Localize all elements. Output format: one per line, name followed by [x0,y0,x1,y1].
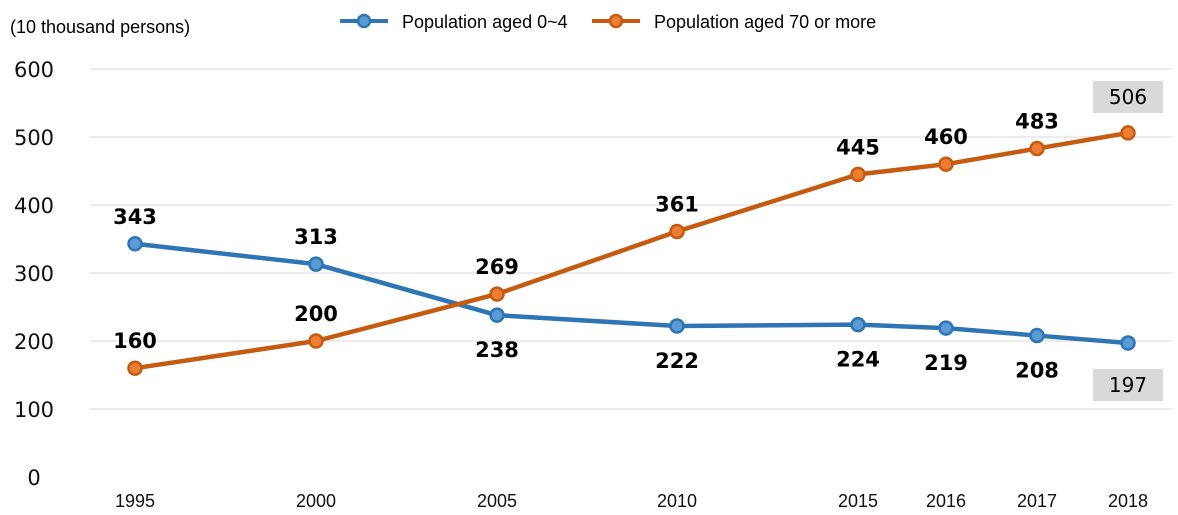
data-point [308,256,324,272]
data-label-highlighted: 197 [1109,373,1147,397]
legend-marker-aged-70-plus [608,13,624,29]
legend-label-aged-70-plus: Population aged 70 or more [654,12,876,32]
data-point [669,318,685,334]
x-tick-label: 2005 [477,491,517,511]
data-point [669,223,685,240]
highlight-box [1093,369,1163,402]
data-point [489,307,505,323]
series-lines [127,125,1136,376]
data-label: 208 [1015,359,1059,383]
data-label: 219 [924,351,968,375]
legend-marker-aged-0-4 [356,13,372,29]
data-label: 200 [294,302,338,326]
y-tick-label: 500 [14,126,54,150]
x-axis-ticks: 1995 2000 2005 2010 2015 2016 2017 2018 [115,491,1148,511]
highlight-box [1093,80,1163,113]
data-point [1029,140,1045,157]
y-tick-label: 600 [14,58,54,82]
data-point [489,286,505,302]
data-label: 313 [294,225,338,249]
y-tick-label: 300 [14,262,54,286]
legend-item-aged-0-4: Population aged 0~4 [340,12,568,32]
y-tick-label: 200 [14,330,54,354]
gridlines [90,68,1172,410]
x-tick-label: 2017 [1017,491,1057,511]
y-tick-label: 100 [14,398,54,422]
x-tick-label: 2010 [657,491,697,511]
series-line-0 [134,241,1129,346]
data-label: 160 [113,329,157,353]
x-tick-label: 2015 [838,491,878,511]
legend: Population aged 0~4 Population aged 70 o… [340,12,876,32]
series-line-1 [134,130,1129,371]
data-point [308,333,324,349]
x-tick-label: 2000 [296,491,336,511]
data-label: 222 [655,349,699,373]
x-tick-label: 1995 [115,491,155,511]
y-axis-unit-label: (10 thousand persons) [10,17,190,37]
x-tick-label: 2016 [926,491,966,511]
y-axis-ticks: 0 100 200 300 400 500 600 [14,58,54,490]
data-point [938,320,954,336]
data-label: 269 [475,255,519,279]
data-labels: 343 313 238 222 224 219 208 197 160 200 269 361 445 4… [113,80,1163,402]
data-label: 445 [836,135,880,159]
y-tick-label: 0 [27,466,40,490]
data-label: 483 [1015,110,1059,134]
legend-item-aged-70-plus: Population aged 70 or more [592,12,876,32]
data-point [1120,335,1136,351]
data-label-highlighted: 506 [1109,85,1147,109]
data-point [850,316,866,333]
x-tick-label: 2018 [1108,491,1148,511]
data-label: 343 [113,205,157,229]
data-label: 361 [655,193,699,217]
data-point [938,156,954,172]
data-label: 460 [924,125,968,149]
data-point [127,360,143,376]
data-point [127,236,143,252]
data-label: 224 [836,348,880,372]
data-point [1120,125,1136,141]
data-point [850,166,866,183]
legend-label-aged-0-4: Population aged 0~4 [402,12,568,32]
y-tick-label: 400 [14,194,54,218]
data-label: 238 [475,338,519,362]
data-point [1029,327,1045,344]
